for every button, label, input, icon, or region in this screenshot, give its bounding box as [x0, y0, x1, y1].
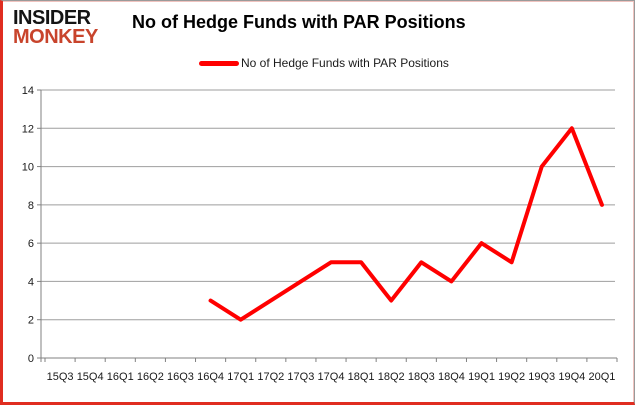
- x-tick-label: 16Q3: [167, 371, 194, 383]
- x-tick-label: 16Q4: [197, 371, 224, 383]
- y-tick-label: 0: [28, 353, 34, 365]
- x-tick-label: 17Q2: [257, 371, 284, 383]
- logo-text-monkey: MONKEY: [13, 26, 98, 48]
- insider-monkey-logo: INSIDER MONKEY: [13, 7, 98, 48]
- y-tick-label: 2: [28, 315, 34, 327]
- x-tick-label: 18Q3: [408, 371, 435, 383]
- series-line: [208, 126, 604, 322]
- x-tick-label: 19Q2: [498, 371, 525, 383]
- x-tick-label: 18Q2: [378, 371, 405, 383]
- y-tick-label: 4: [28, 276, 34, 288]
- y-tick-label: 14: [22, 85, 34, 97]
- x-tick-label: 17Q3: [287, 371, 314, 383]
- x-tick-label: 15Q3: [47, 371, 74, 383]
- x-tick-label: 20Q1: [588, 371, 615, 383]
- x-tick-label: 19Q3: [528, 371, 555, 383]
- x-tick-label: 16Q1: [107, 371, 134, 383]
- x-tick-label: 16Q2: [137, 371, 164, 383]
- y-tick-label: 8: [28, 200, 34, 212]
- x-tick-label: 19Q1: [468, 371, 495, 383]
- logo-text-insider: INSIDER: [13, 7, 91, 29]
- legend: No of Hedge Funds with PAR Positions: [199, 56, 449, 70]
- x-tick-label: 18Q4: [438, 371, 465, 383]
- legend-label: No of Hedge Funds with PAR Positions: [241, 56, 449, 70]
- y-tick-label: 12: [22, 123, 34, 135]
- y-tick-label: 10: [22, 162, 34, 174]
- x-tick-label: 19Q4: [558, 371, 585, 383]
- y-tick-label: 6: [28, 238, 34, 250]
- legend-line-swatch: [199, 60, 239, 66]
- chart-title: No of Hedge Funds with PAR Positions: [132, 12, 466, 32]
- x-tick-label: 17Q4: [318, 371, 345, 383]
- x-tick-label: 18Q1: [348, 371, 375, 383]
- x-tick-label: 17Q1: [227, 371, 254, 383]
- x-tick-label: 15Q4: [77, 371, 104, 383]
